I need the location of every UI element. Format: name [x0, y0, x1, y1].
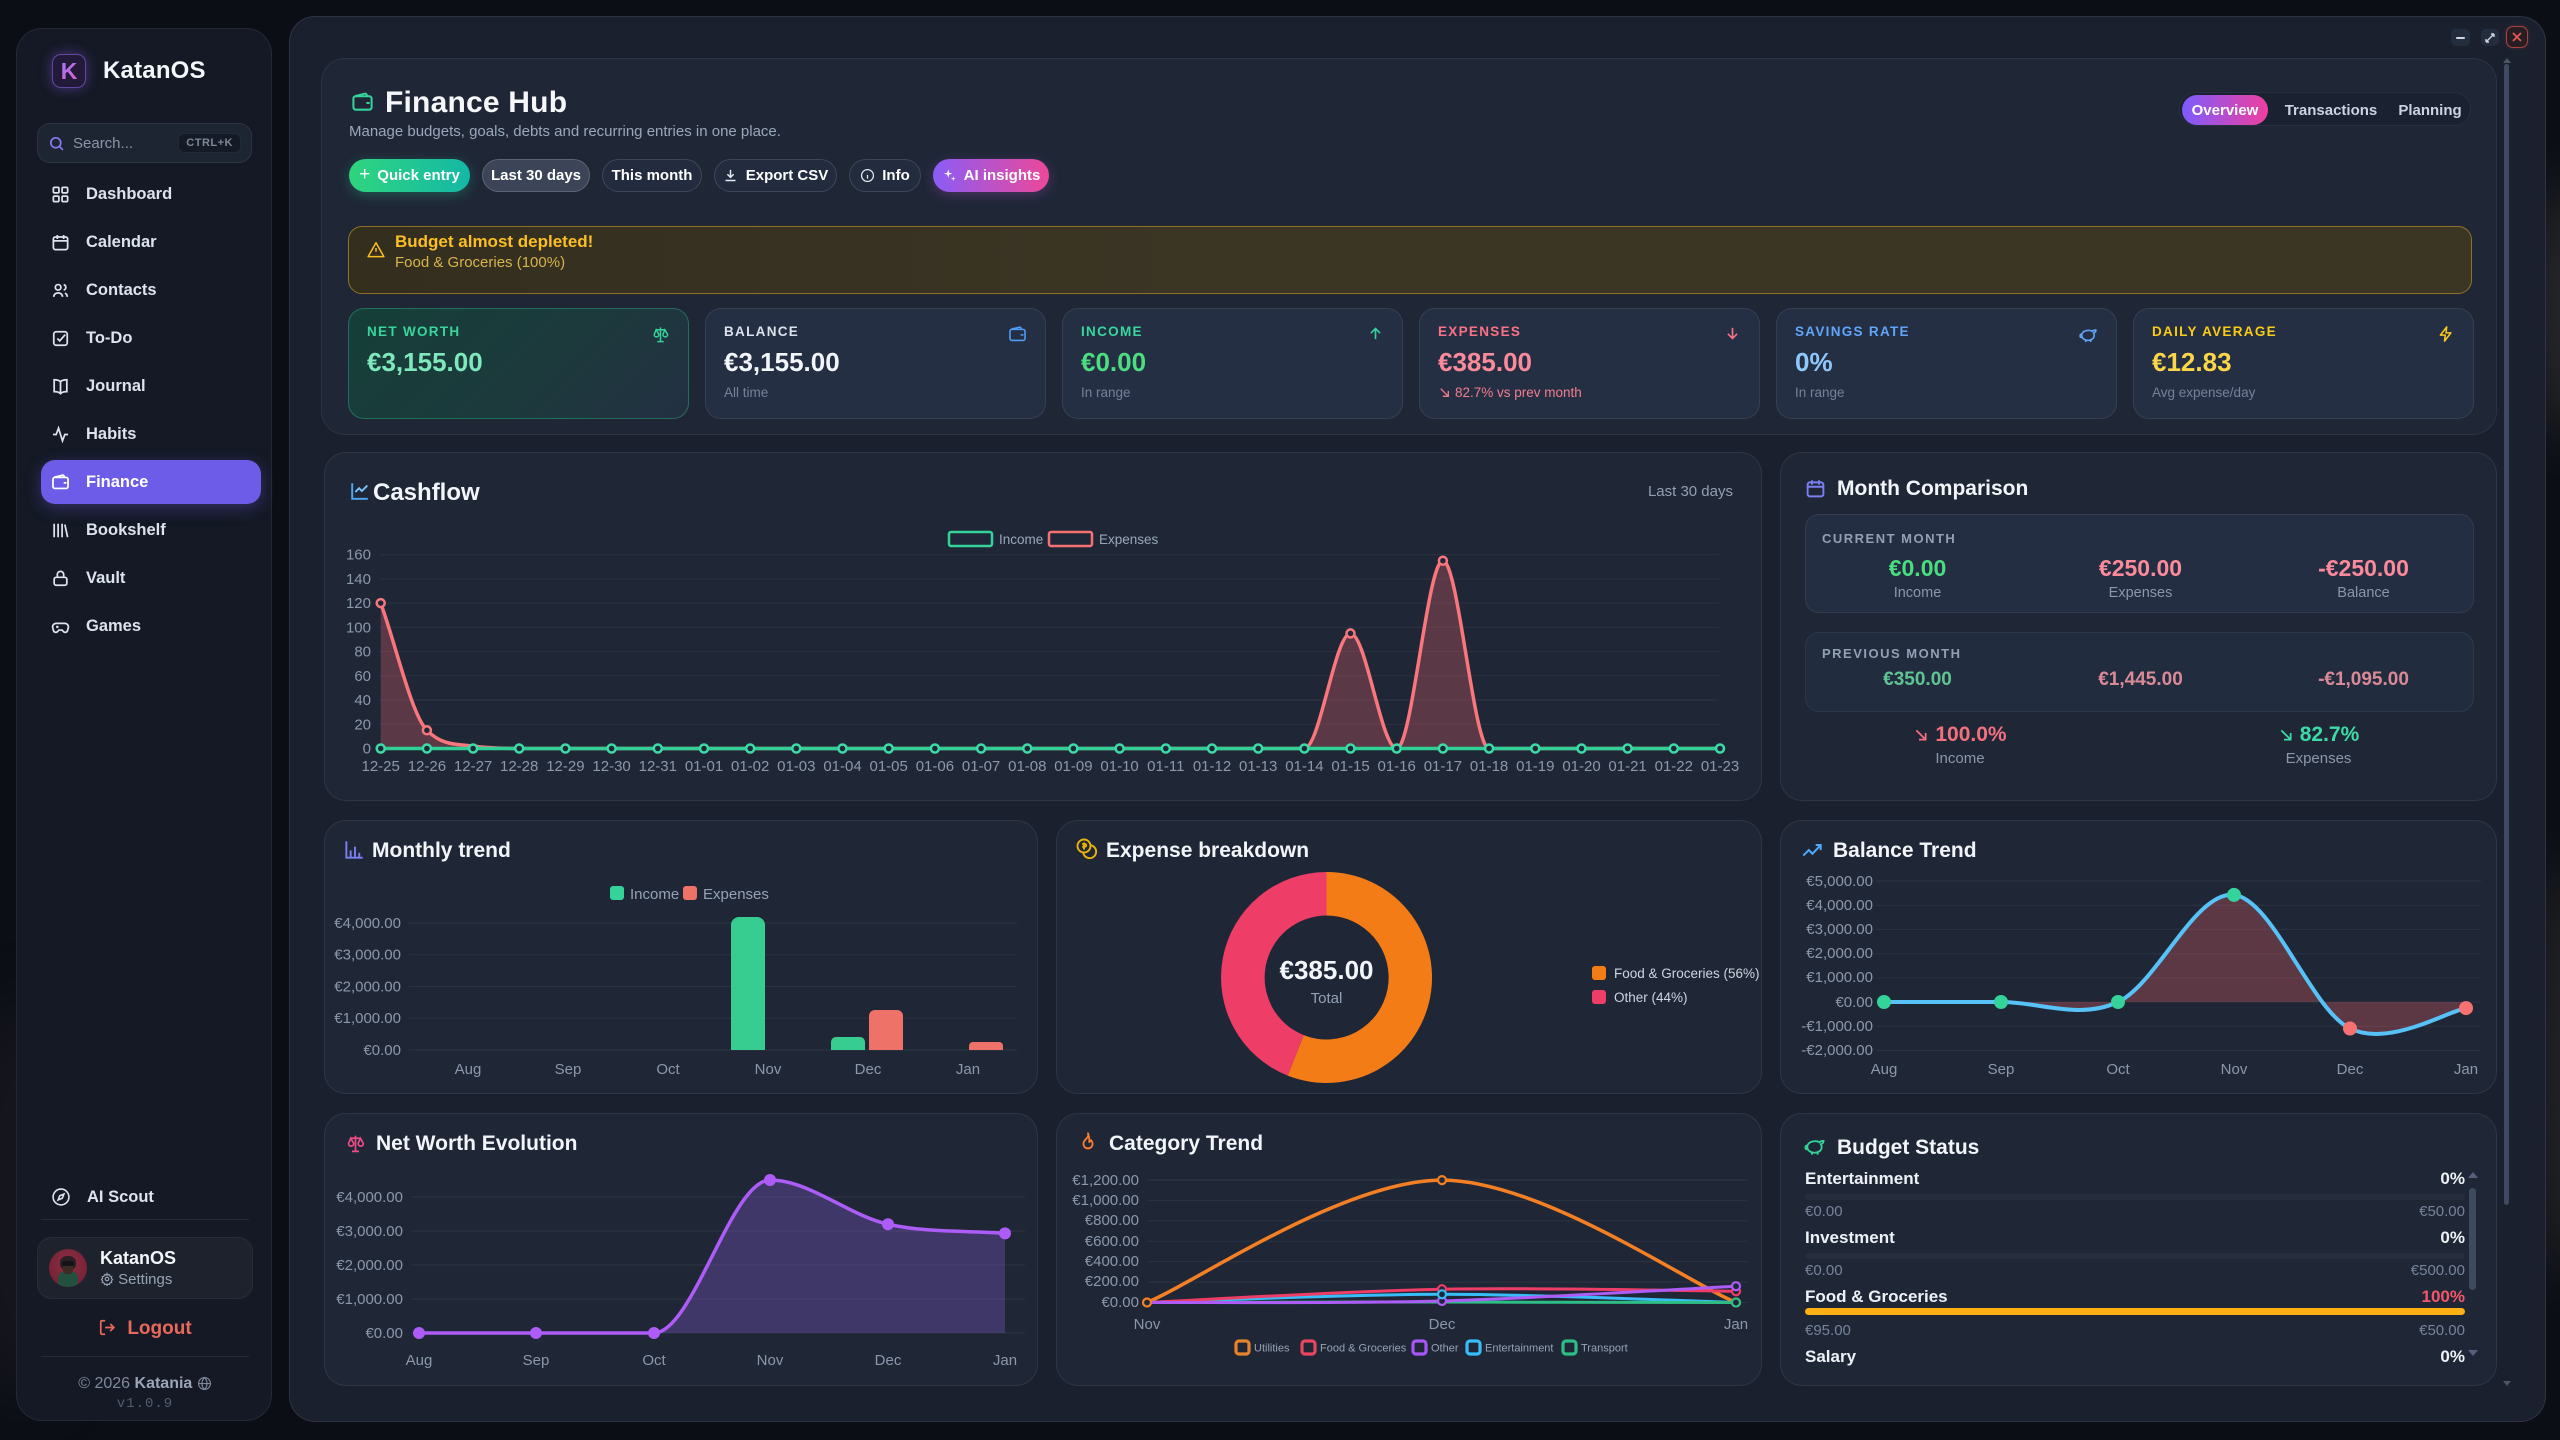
- svg-text:Income: Income: [630, 886, 679, 903]
- svg-text:01-01: 01-01: [685, 758, 723, 775]
- svg-text:12-31: 12-31: [639, 758, 677, 775]
- svg-text:01-05: 01-05: [870, 758, 908, 775]
- svg-text:€1,000.00: €1,000.00: [1072, 1192, 1139, 1209]
- svg-text:Income: Income: [999, 532, 1043, 547]
- svg-text:Nov: Nov: [755, 1061, 782, 1078]
- svg-text:Aug: Aug: [1871, 1061, 1898, 1078]
- svg-text:01-15: 01-15: [1331, 758, 1369, 775]
- svg-text:01-11: 01-11: [1147, 758, 1184, 775]
- svg-text:01-18: 01-18: [1470, 758, 1508, 775]
- svg-text:€1,000.00: €1,000.00: [334, 1010, 401, 1027]
- svg-text:Oct: Oct: [656, 1061, 680, 1078]
- svg-text:140: 140: [346, 571, 371, 588]
- svg-text:Jan: Jan: [1724, 1316, 1748, 1333]
- svg-text:01-08: 01-08: [1008, 758, 1046, 775]
- svg-text:Jan: Jan: [2454, 1061, 2478, 1078]
- svg-text:-€1,000.00: -€1,000.00: [1801, 1018, 1873, 1035]
- svg-text:12-28: 12-28: [500, 758, 538, 775]
- svg-text:40: 40: [354, 692, 371, 709]
- svg-text:€4,000.00: €4,000.00: [334, 915, 401, 932]
- svg-text:Nov: Nov: [2221, 1061, 2248, 1078]
- svg-text:160: 160: [346, 547, 371, 564]
- svg-text:Jan: Jan: [956, 1061, 980, 1078]
- svg-text:Oct: Oct: [2106, 1061, 2130, 1078]
- svg-text:Other (44%): Other (44%): [1614, 990, 1688, 1005]
- svg-text:01-06: 01-06: [916, 758, 954, 775]
- svg-text:12-29: 12-29: [546, 758, 584, 775]
- svg-text:€3,000.00: €3,000.00: [1806, 921, 1873, 938]
- svg-text:60: 60: [354, 668, 371, 685]
- svg-text:Other: Other: [1431, 1343, 1459, 1355]
- svg-text:Nov: Nov: [1134, 1316, 1161, 1333]
- svg-text:0: 0: [363, 741, 371, 758]
- svg-text:01-17: 01-17: [1424, 758, 1462, 775]
- svg-text:Jan: Jan: [993, 1352, 1017, 1369]
- svg-text:Aug: Aug: [406, 1352, 433, 1369]
- svg-text:100: 100: [346, 619, 371, 636]
- svg-text:Sep: Sep: [1988, 1061, 2015, 1078]
- svg-text:Total: Total: [1311, 990, 1343, 1007]
- svg-text:€1,000.00: €1,000.00: [1806, 969, 1873, 986]
- svg-text:€0.00: €0.00: [1101, 1294, 1139, 1311]
- svg-text:Utilities: Utilities: [1254, 1343, 1290, 1355]
- svg-text:€3,000.00: €3,000.00: [336, 1223, 403, 1240]
- svg-text:01-16: 01-16: [1378, 758, 1416, 775]
- svg-text:12-25: 12-25: [362, 758, 400, 775]
- svg-text:01-04: 01-04: [823, 758, 861, 775]
- svg-text:€800.00: €800.00: [1085, 1212, 1139, 1229]
- svg-text:€200.00: €200.00: [1085, 1273, 1139, 1290]
- svg-text:12-30: 12-30: [592, 758, 630, 775]
- svg-text:12-27: 12-27: [454, 758, 492, 775]
- svg-text:01-21: 01-21: [1608, 758, 1646, 775]
- svg-text:01-10: 01-10: [1100, 758, 1138, 775]
- svg-text:20: 20: [354, 716, 371, 733]
- svg-text:Food & Groceries (56%): Food & Groceries (56%): [1614, 966, 1760, 981]
- svg-text:Expenses: Expenses: [703, 886, 769, 903]
- svg-text:€3,000.00: €3,000.00: [334, 947, 401, 964]
- svg-text:€1,000.00: €1,000.00: [336, 1291, 403, 1308]
- svg-text:€4,000.00: €4,000.00: [1806, 897, 1873, 914]
- svg-text:01-03: 01-03: [777, 758, 815, 775]
- svg-text:01-09: 01-09: [1054, 758, 1092, 775]
- svg-text:01-20: 01-20: [1562, 758, 1600, 775]
- svg-text:01-19: 01-19: [1516, 758, 1554, 775]
- svg-text:€1,200.00: €1,200.00: [1072, 1172, 1139, 1189]
- svg-text:Sep: Sep: [523, 1352, 550, 1369]
- svg-text:-€2,000.00: -€2,000.00: [1801, 1042, 1873, 1059]
- svg-text:Sep: Sep: [555, 1061, 582, 1078]
- svg-text:Dec: Dec: [855, 1061, 882, 1078]
- svg-text:€400.00: €400.00: [1085, 1253, 1139, 1270]
- svg-text:Expenses: Expenses: [1099, 532, 1159, 547]
- svg-text:01-14: 01-14: [1285, 758, 1323, 775]
- svg-text:Dec: Dec: [875, 1352, 902, 1369]
- svg-text:01-23: 01-23: [1701, 758, 1739, 775]
- svg-text:Entertainment: Entertainment: [1485, 1343, 1553, 1355]
- svg-text:Aug: Aug: [455, 1061, 482, 1078]
- svg-text:Nov: Nov: [757, 1352, 784, 1369]
- svg-text:€2,000.00: €2,000.00: [334, 979, 401, 996]
- svg-text:€600.00: €600.00: [1085, 1233, 1139, 1250]
- svg-text:12-26: 12-26: [408, 758, 446, 775]
- svg-text:80: 80: [354, 644, 371, 661]
- svg-text:01-13: 01-13: [1239, 758, 1277, 775]
- svg-text:Dec: Dec: [2337, 1061, 2364, 1078]
- svg-text:Dec: Dec: [1429, 1316, 1456, 1333]
- svg-text:€2,000.00: €2,000.00: [336, 1257, 403, 1274]
- svg-text:01-02: 01-02: [731, 758, 769, 775]
- svg-text:01-12: 01-12: [1193, 758, 1231, 775]
- svg-text:120: 120: [346, 595, 371, 612]
- svg-text:Oct: Oct: [642, 1352, 666, 1369]
- svg-text:€4,000.00: €4,000.00: [336, 1189, 403, 1206]
- svg-text:Transport: Transport: [1581, 1343, 1628, 1355]
- svg-text:01-07: 01-07: [962, 758, 1000, 775]
- svg-text:01-22: 01-22: [1655, 758, 1693, 775]
- svg-text:€0.00: €0.00: [363, 1042, 401, 1059]
- svg-text:€0.00: €0.00: [1835, 994, 1873, 1011]
- svg-text:€0.00: €0.00: [365, 1325, 403, 1342]
- svg-text:€5,000.00: €5,000.00: [1806, 873, 1873, 890]
- svg-text:Food & Groceries: Food & Groceries: [1320, 1343, 1407, 1355]
- svg-text:€385.00: €385.00: [1280, 955, 1374, 985]
- svg-text:€2,000.00: €2,000.00: [1806, 945, 1873, 962]
